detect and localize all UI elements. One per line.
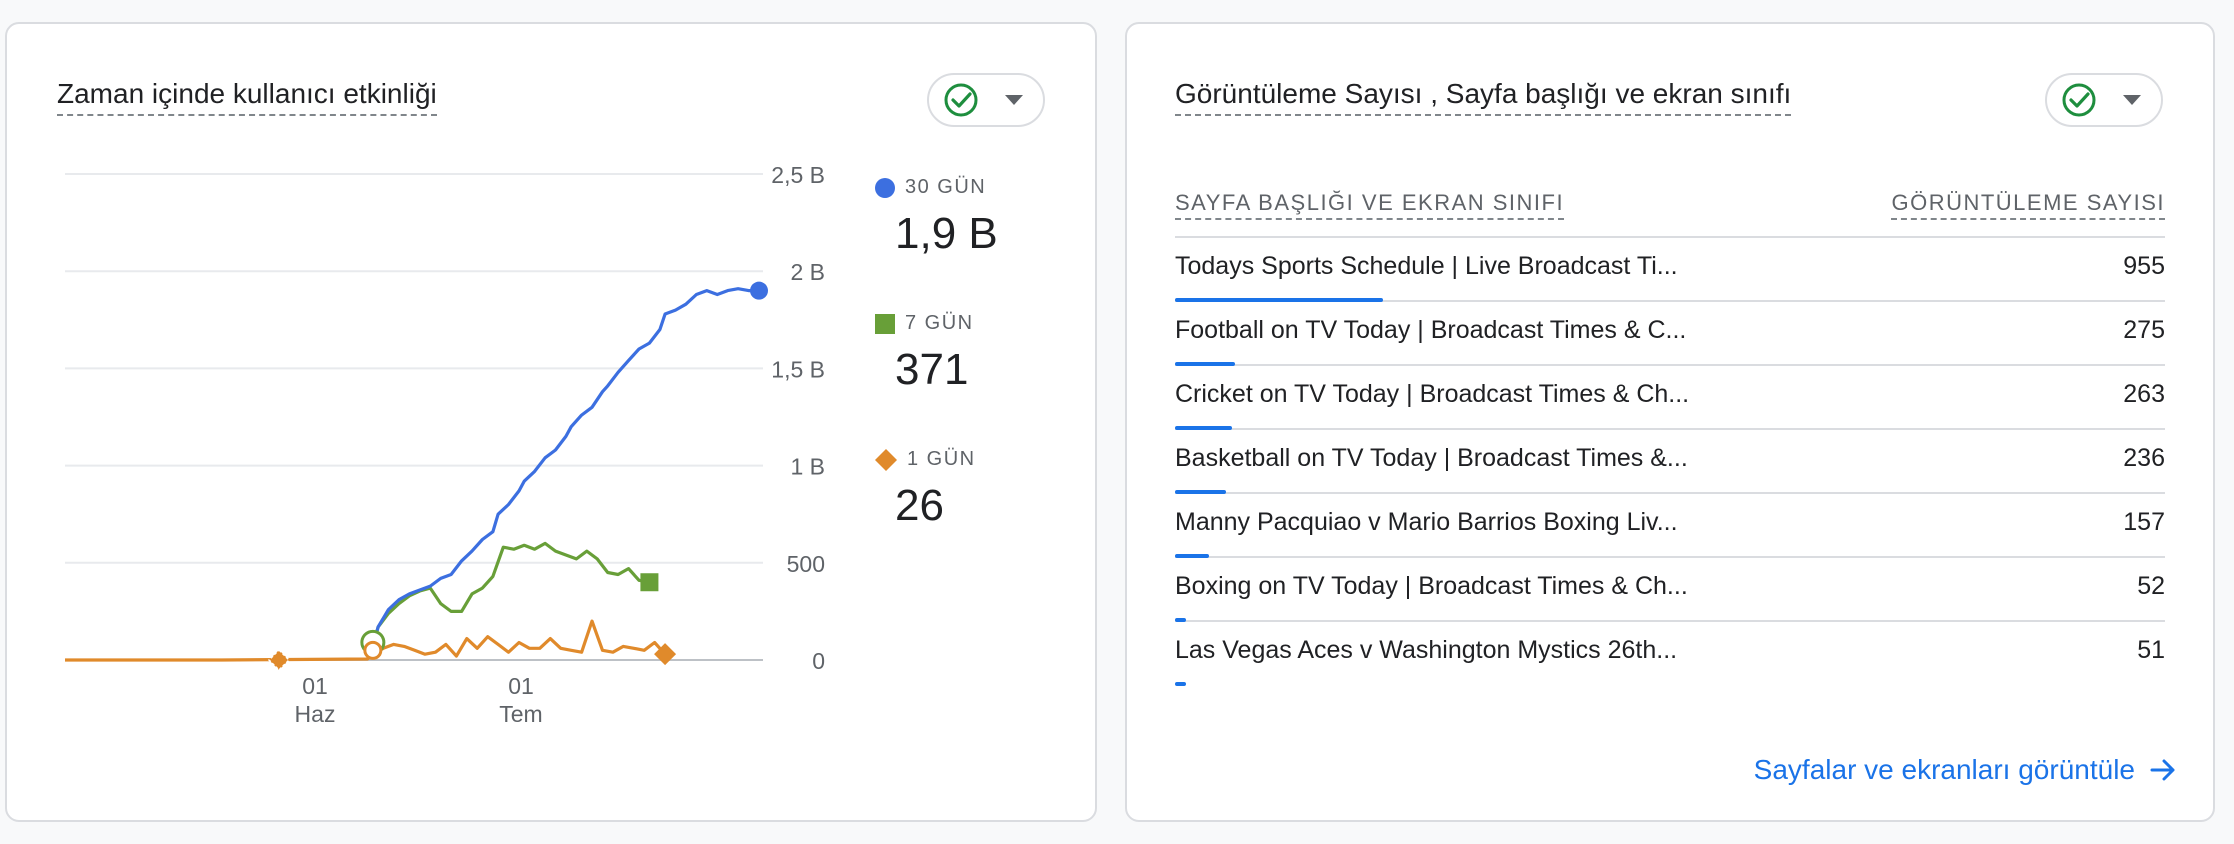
table-row[interactable]: Todays Sports Schedule | Live Broadcast … [1175,238,2165,302]
legend-label: 1 GÜN [907,448,976,470]
x-tick-month: Haz [295,701,336,727]
series-line [371,287,759,647]
y-tick-label: 2,5 B [771,162,825,188]
series-line [371,541,650,647]
row-proportion-bar [1175,682,1186,686]
row-page-title: Cricket on TV Today | Broadcast Times & … [1175,380,1690,408]
row-page-title: Las Vegas Aces v Washington Mystics 26th… [1175,636,1678,664]
table-row[interactable]: Las Vegas Aces v Washington Mystics 26th… [1175,622,2165,686]
legend-item-1-day: 1 GÜN 26 [875,448,976,531]
circle-marker-icon [875,177,895,198]
table-row[interactable]: Football on TV Today | Broadcast Times &… [1175,302,2165,366]
x-tick-day: 01 [508,673,534,699]
legend-item-30-day: 30 GÜN 1,9 B [875,176,998,259]
table-header: SAYFA BAŞLIĞI VE EKRAN SINIFI GÖRÜNTÜLEM… [1175,188,2165,238]
row-view-count: 955 [2123,252,2165,280]
row-proportion-bar [1175,298,1383,302]
diamond-marker-icon [875,448,897,471]
legend-item-7-day: 7 GÜN 371 [875,312,974,395]
row-proportion-bar [1175,490,1226,494]
row-page-title: Football on TV Today | Broadcast Times &… [1175,316,1687,344]
arrow-right-icon [2150,759,2175,781]
row-proportion-bar [1175,554,1209,558]
row-view-count: 51 [2137,636,2165,664]
view-pages-link-label[interactable]: Sayfalar ve ekranları görüntüle [1753,754,2135,785]
y-tick-label: 500 [787,551,825,577]
table-row[interactable]: Basketball on TV Today | Broadcast Times… [1175,430,2165,494]
row-proportion-bar [1175,426,1232,430]
row-view-count: 52 [2137,572,2165,600]
y-tick-label: 2 B [790,259,825,285]
series-end-marker [750,281,768,300]
card-title[interactable]: Görüntüleme Sayısı , Sayfa başlığı ve ek… [1175,76,1792,116]
column-header-page-title[interactable]: SAYFA BAŞLIĞI VE EKRAN SINIFI [1175,190,1565,220]
legend-label: 7 GÜN [905,312,974,334]
legend-value: 1,9 B [895,209,998,258]
page-views-card: Görüntüleme Sayısı , Sayfa başlığı ve ek… [1125,22,2215,822]
series-end-marker [640,573,659,592]
row-page-title: Boxing on TV Today | Broadcast Times & C… [1175,572,1688,600]
row-view-count: 157 [2123,508,2165,536]
row-page-title: Todays Sports Schedule | Live Broadcast … [1175,252,1678,280]
comparison-status-menu[interactable] [927,73,1045,127]
check-circle-icon [944,83,978,117]
x-tick-month: Tem [499,701,542,727]
table-body: Todays Sports Schedule | Live Broadcast … [1175,238,2165,686]
square-marker-icon [875,313,895,334]
legend-value: 371 [895,345,969,394]
row-view-count: 275 [2123,316,2165,344]
series-end-marker [654,643,677,666]
row-view-count: 236 [2123,444,2165,472]
row-page-title: Manny Pacquiao v Mario Barrios Boxing Li… [1175,508,1678,536]
card-title[interactable]: Zaman içinde kullanıcı etkinliği [57,76,437,116]
legend-label: 30 GÜN [905,176,987,198]
row-view-count: 263 [2123,380,2165,408]
check-circle-icon [2062,83,2096,117]
y-tick-label: 1 B [790,454,825,480]
row-proportion-bar [1175,618,1186,622]
table-row[interactable]: Cricket on TV Today | Broadcast Times & … [1175,366,2165,430]
y-tick-label: 1,5 B [771,356,825,382]
period-start-marker [267,648,291,672]
y-tick-label: 0 [812,648,825,674]
view-pages-link[interactable]: Sayfalar ve ekranları görüntüle [1754,754,2177,786]
legend-value: 26 [895,481,944,530]
table-row[interactable]: Manny Pacquiao v Mario Barrios Boxing Li… [1175,494,2165,558]
row-proportion-bar [1175,362,1235,366]
row-page-title: Basketball on TV Today | Broadcast Times… [1175,444,1688,472]
caret-down-icon [1005,95,1023,105]
x-tick-day: 01 [302,673,328,699]
series-line [65,619,667,662]
comparison-status-menu[interactable] [2045,73,2163,127]
table-row[interactable]: Boxing on TV Today | Broadcast Times & C… [1175,558,2165,622]
column-header-views[interactable]: GÖRÜNTÜLEME SAYISI [1891,190,2165,220]
period-start-marker [363,640,383,660]
caret-down-icon [2123,95,2141,105]
